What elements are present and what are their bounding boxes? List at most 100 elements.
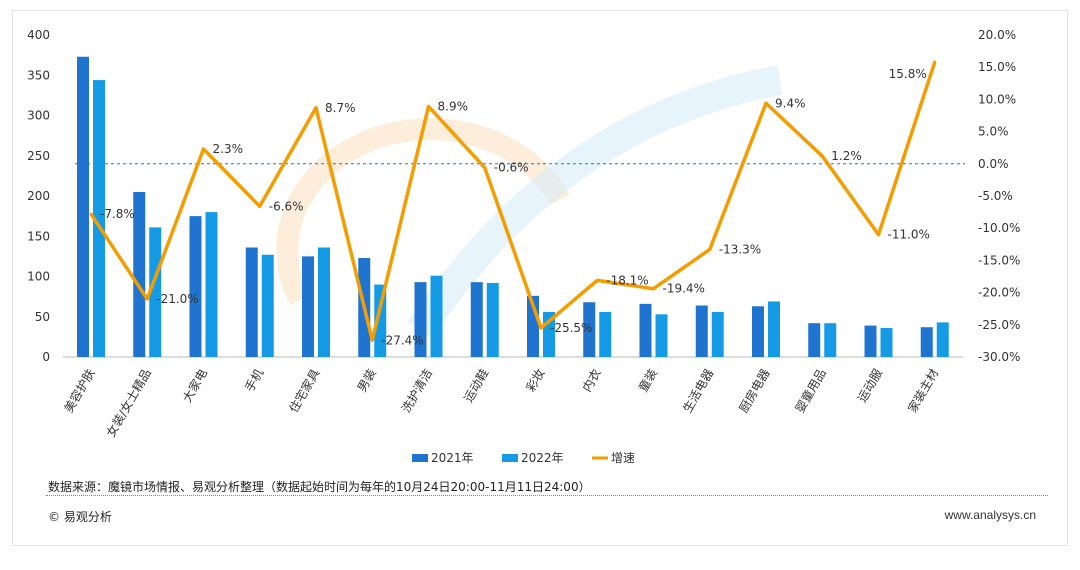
growth-point	[427, 104, 430, 108]
growth-point	[595, 278, 599, 282]
copyright: © 易观分析	[48, 510, 112, 524]
source-note: 数据来源：魔镜市场情报、易观分析整理（数据起始时间为每年的10月24日20:00…	[48, 480, 591, 494]
growth-data-label: -25.5%	[550, 321, 592, 335]
x-tick-label: 男装	[355, 367, 379, 395]
growth-point	[145, 297, 149, 301]
y-right-tick: 15.0%	[978, 60, 1016, 74]
bar-2022年	[711, 311, 724, 357]
site-url: www.analysys.cn	[944, 508, 1036, 522]
x-tick-label: 运动鞋	[460, 366, 491, 405]
y-left-tick: 0	[42, 350, 50, 364]
growth-point	[652, 287, 655, 291]
y-right-tick: -25.0%	[978, 318, 1020, 332]
bar-2021年	[864, 325, 877, 357]
y-right-tick: -5.0%	[978, 189, 1013, 203]
growth-data-label: 15.8%	[889, 67, 927, 81]
x-tick-label: 彩妆	[523, 367, 547, 395]
bar-2021年	[695, 305, 708, 357]
growth-point	[370, 338, 374, 342]
y-right-tick: 10.0%	[978, 92, 1016, 106]
bar-2022年	[430, 275, 443, 357]
y-left-tick: 150	[27, 229, 50, 243]
y-left-tick: 50	[35, 310, 50, 324]
x-tick-label: 运动服	[855, 367, 885, 405]
chart-frame	[12, 10, 1068, 546]
growth-data-label: -27.4%	[381, 333, 423, 347]
y-left-tick: 400	[27, 28, 50, 42]
growth-data-label: -7.8%	[100, 207, 135, 221]
x-tick-label: 洗护清洁	[399, 367, 435, 416]
growth-point	[89, 212, 93, 216]
x-tick-label: 婴童用品	[792, 366, 829, 415]
bar-2021年	[414, 282, 427, 357]
legend-label: 增速	[611, 451, 635, 465]
y-right-tick: -10.0%	[978, 221, 1020, 235]
x-tick-label: 住宅家具	[286, 366, 323, 415]
y-right-tick: 20.0%	[978, 28, 1016, 42]
watermark-logo-arc	[276, 118, 570, 306]
legend-label: 2022年	[521, 451, 564, 465]
bar-2021年	[920, 327, 933, 357]
bar-2022年	[318, 247, 330, 357]
growth-point	[202, 147, 205, 151]
bar-2022年	[599, 311, 612, 357]
y-right-tick: -20.0%	[978, 286, 1020, 300]
growth-data-label: -6.6%	[269, 199, 304, 213]
growth-point	[820, 154, 824, 158]
legend-swatch	[412, 454, 428, 462]
bar-2022年	[655, 314, 668, 357]
growth-point	[258, 204, 262, 208]
bar-2022年	[149, 227, 162, 357]
growth-point	[933, 60, 937, 64]
growth-data-label: 1.2%	[831, 149, 862, 163]
bar-2021年	[133, 191, 146, 357]
bar-2022年	[374, 284, 387, 357]
x-tick-label: 童装	[635, 366, 660, 394]
y-right-tick: -30.0%	[978, 350, 1020, 364]
bar-2022年	[93, 80, 105, 357]
growth-point	[764, 101, 768, 105]
growth-data-label: -18.1%	[606, 273, 648, 287]
combo-chart: 0 50 100 150 200 250 300 350 400 20.0% 15.0% 10.0% 5…	[27, 28, 1020, 465]
bar-2022年	[205, 212, 218, 357]
growth-data-label: -0.6%	[494, 161, 529, 175]
growth-data-label: -13.3%	[719, 242, 761, 256]
bar-2022年	[880, 328, 893, 357]
y-left-tick: 350	[27, 68, 50, 82]
growth-point	[314, 106, 318, 110]
bar-2021年	[189, 216, 202, 357]
growth-data-label: 2.3%	[213, 142, 244, 156]
legend-label: 2021年	[431, 451, 474, 465]
legend-swatch	[502, 454, 518, 462]
y-left-tick: 300	[27, 109, 50, 123]
y-right-tick: 5.0%	[978, 125, 1009, 139]
y-left-tick: 100	[27, 270, 50, 284]
x-tick-label: 内衣	[579, 366, 604, 394]
growth-data-label: -19.4%	[663, 282, 705, 296]
y-left-tick: 250	[27, 149, 50, 163]
bar-2021年	[470, 282, 483, 357]
divider	[46, 495, 1048, 496]
x-tick-label: 厨房电器	[736, 366, 773, 415]
x-tick-label: 生活电器	[680, 367, 716, 416]
y-right-tick: 0.0%	[978, 157, 1009, 171]
bar-2022年	[261, 254, 274, 357]
bar-2021年	[752, 306, 764, 357]
growth-point	[877, 233, 880, 237]
growth-data-label: 8.7%	[325, 101, 356, 115]
bar-2022年	[936, 322, 949, 357]
y-right-tick: -15.0%	[978, 253, 1020, 267]
bar-2021年	[808, 323, 821, 357]
bar-2021年	[583, 302, 596, 357]
growth-point	[539, 326, 543, 330]
growth-data-label: 9.4%	[775, 96, 806, 110]
y-left-tick: 200	[27, 189, 50, 203]
x-tick-label: 手机	[242, 367, 266, 395]
bar-2022年	[486, 282, 499, 357]
watermark-logo-swash	[407, 65, 783, 339]
bar-2021年	[77, 56, 89, 358]
growth-point	[483, 166, 487, 170]
growth-line	[89, 61, 937, 343]
bar-2021年	[302, 256, 314, 357]
